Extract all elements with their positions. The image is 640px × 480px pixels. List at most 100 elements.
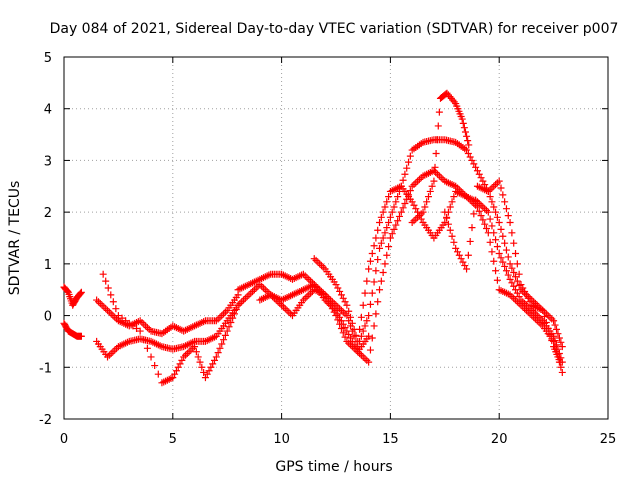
point-marker (334, 284, 342, 292)
point-marker (350, 344, 358, 352)
point-marker (64, 287, 72, 295)
point-marker (114, 312, 122, 320)
y-axis-label: SDTVAR / TECUs (7, 181, 23, 296)
point-marker (492, 236, 500, 244)
point-marker (405, 158, 413, 166)
point-marker (499, 232, 507, 240)
point-marker (465, 141, 473, 149)
point-marker (412, 215, 420, 223)
point-marker (522, 306, 530, 314)
point-marker (517, 281, 525, 289)
point-marker (332, 312, 340, 320)
point-marker (513, 260, 521, 268)
y-tick-label: 0 (44, 310, 52, 325)
point-marker (269, 293, 277, 301)
point-marker (77, 332, 85, 340)
point-marker (464, 251, 472, 259)
point-marker (477, 174, 485, 182)
point-marker (356, 325, 364, 333)
point-marker (370, 278, 378, 286)
point-marker (102, 305, 110, 313)
point-marker (472, 196, 480, 204)
point-marker (317, 262, 325, 270)
point-marker (348, 343, 356, 351)
point-marker (499, 258, 507, 266)
x-axis-label: GPS time / hours (275, 459, 392, 475)
point-marker (448, 198, 456, 206)
point-marker (143, 324, 151, 332)
point-marker (431, 163, 439, 171)
point-marker (381, 260, 389, 268)
point-marker (417, 210, 425, 218)
point-marker (546, 313, 554, 321)
point-marker (499, 191, 507, 199)
point-marker (432, 150, 440, 158)
point-marker (243, 293, 251, 301)
y-tick-label: 4 (44, 103, 52, 118)
point-marker (107, 349, 115, 357)
point-marker (553, 325, 561, 333)
point-marker (347, 313, 355, 321)
point-marker (327, 301, 335, 309)
point-marker (377, 239, 385, 247)
point-marker (129, 322, 137, 330)
point-marker (426, 187, 434, 195)
point-marker (526, 298, 534, 306)
point-marker (390, 225, 398, 233)
point-marker (359, 301, 367, 309)
point-marker (325, 298, 333, 306)
point-marker (493, 213, 501, 221)
point-marker (247, 289, 255, 297)
point-marker (512, 286, 520, 294)
point-marker (365, 332, 373, 340)
point-marker (452, 244, 460, 252)
point-marker (379, 208, 387, 216)
point-marker (551, 321, 559, 329)
point-marker (486, 186, 494, 194)
point-marker (185, 348, 193, 356)
point-marker (508, 264, 516, 272)
point-marker (122, 317, 130, 325)
point-marker (196, 358, 204, 366)
point-marker (301, 294, 309, 302)
point-marker (441, 208, 449, 216)
point-marker (458, 115, 466, 123)
point-marker (464, 137, 472, 145)
point-marker (305, 275, 313, 283)
point-marker (201, 374, 209, 382)
point-marker (357, 351, 365, 359)
point-marker (345, 339, 353, 347)
point-marker (305, 291, 313, 299)
point-marker (466, 237, 474, 245)
point-marker (368, 250, 376, 258)
point-marker (337, 317, 345, 325)
point-marker (501, 198, 509, 206)
point-marker (414, 177, 422, 185)
point-marker (495, 218, 503, 226)
point-marker (444, 220, 452, 228)
point-marker (394, 193, 402, 201)
point-marker (463, 265, 471, 273)
point-marker (488, 222, 496, 230)
point-marker (522, 291, 530, 299)
point-marker (109, 298, 117, 306)
point-marker (363, 356, 371, 364)
point-marker (221, 308, 229, 316)
point-marker (401, 170, 409, 178)
point-marker (348, 319, 356, 327)
point-marker (107, 310, 115, 318)
point-marker (370, 322, 378, 330)
point-marker (463, 132, 471, 140)
point-marker (428, 182, 436, 190)
x-tick-label: 25 (600, 432, 617, 447)
point-marker (183, 349, 191, 357)
point-marker (424, 193, 432, 201)
point-marker (143, 344, 151, 352)
point-marker (548, 337, 556, 345)
point-marker (207, 363, 215, 371)
point-marker (347, 341, 355, 349)
point-marker (238, 298, 246, 306)
point-marker (435, 108, 443, 116)
point-marker (261, 286, 269, 294)
point-marker (345, 307, 353, 315)
